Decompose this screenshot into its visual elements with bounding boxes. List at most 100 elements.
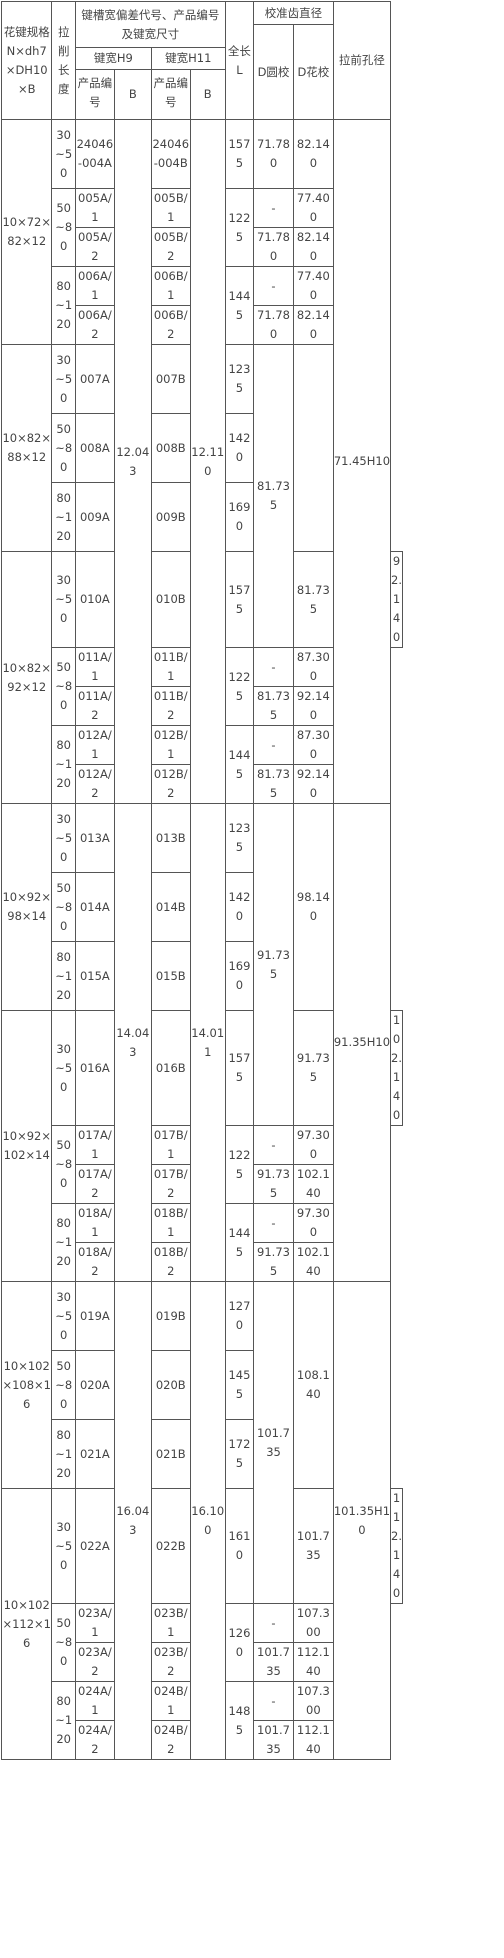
calib-d-round-shared: 91.735 (253, 803, 294, 1126)
table-row: 10×92×102×14 30~50 016A 016B 1575 91.735 102.1… (0, 1010, 403, 1282)
table-row: 50~80 017A/1 017B/1 1225-97.300 (2, 1125, 403, 1204)
calib-d-spline: 77.400 (292, 266, 334, 306)
product-no-h11: 017B/1 (150, 1125, 191, 1165)
calib-d-round: - (253, 1681, 294, 1721)
calib-d-spline: 87.300 (292, 725, 334, 765)
broach-length-range: 80~120 (51, 1681, 76, 1760)
calib-d-round: - (253, 1125, 294, 1165)
total-length: 1235 (224, 803, 255, 873)
product-no-h11: 023B/1 (150, 1603, 191, 1643)
product-no-h11: 013B (150, 803, 191, 873)
product-no-h9: 017A/2 (74, 1164, 115, 1204)
product-no-h9: 023A/1 (74, 1603, 115, 1643)
product-no-h9: 019A (74, 1281, 115, 1351)
product-no-h11: 007B (150, 344, 191, 414)
total-length: 1690 (224, 941, 255, 1011)
broach-length-range: 30~50 (51, 119, 76, 189)
calib-d-round: - (253, 647, 294, 687)
table-row: 50~80 023A/1 023B/1 1260-107.300 (2, 1603, 403, 1682)
product-no-h11: 014B (150, 872, 191, 942)
product-no-h11: 005B/1 (150, 188, 191, 228)
table-row: 012A/2 012B/2 81.735 92.140 (2, 764, 403, 804)
broach-length-range: 50~80 (51, 413, 76, 483)
pre-broach-hole: 91.35H10 (332, 803, 392, 1282)
total-length: 1445 (224, 266, 255, 345)
table-row: 011A/2 011B/2 81.735 92.140 (2, 686, 403, 726)
product-no-h11: 024B/1 (150, 1681, 191, 1721)
calib-d-round-shared: 101.735 (253, 1281, 294, 1604)
total-length: 1610 (224, 1488, 255, 1604)
spline-spec: 10×102×108×16 (0, 1281, 53, 1489)
pre-broach-hole: 71.45H10 (332, 119, 392, 804)
product-no-h11: 020B (150, 1350, 191, 1420)
product-no-h11: 009B (150, 482, 191, 552)
product-no-h9: 24046-004A (74, 119, 115, 189)
spline-spec: 10×72×82×12 (0, 119, 53, 345)
header-d-round: D圆校 (253, 24, 294, 120)
calib-d-round: 81.735 (253, 764, 294, 804)
table-row: 10×72×82×12 30~50 24046-004A 12.043 24046-00… (0, 119, 403, 804)
table-row: 80~120 024A/1 024B/1 1485-107.300 (2, 1681, 403, 1760)
product-no-h11: 018B/2 (150, 1242, 191, 1282)
table-row: 017A/2 017B/2 91.735 102.140 (2, 1164, 403, 1204)
total-length: 1485 (224, 1681, 255, 1760)
total-length: 1575 (224, 551, 255, 648)
product-no-h11: 012B/2 (150, 764, 191, 804)
product-no-h9: 012A/2 (74, 764, 115, 804)
product-no-h9: 016A (74, 1010, 115, 1126)
header-broach-length: 拉削长度 (51, 1, 76, 120)
broach-length-range: 30~50 (51, 1281, 76, 1351)
spline-spec: 10×82×92×12 (0, 551, 53, 804)
product-no-h11: 005B/2 (150, 227, 191, 267)
broach-length-range: 80~120 (51, 725, 76, 804)
spline-spec: 10×92×98×14 (0, 803, 53, 1011)
product-no-h11: 006B/1 (150, 266, 191, 306)
product-no-h11: 017B/2 (150, 1164, 191, 1204)
product-no-h9: 011A/2 (74, 686, 115, 726)
header-row: 花键规格N×dh7×DH10×B 拉削长度 键槽宽偏差代号、产品编号及键宽尺寸 … (0, 1, 403, 120)
calib-d-round: - (253, 1203, 294, 1243)
broach-length-range: 80~120 (51, 482, 76, 552)
total-length: 1455 (224, 1350, 255, 1420)
broach-length-range: 80~120 (51, 941, 76, 1011)
product-no-h9: 023A/2 (74, 1642, 115, 1682)
total-length: 1235 (224, 344, 255, 414)
total-length: 1420 (224, 872, 255, 942)
table-row: 80~120 018A/1 018B/1 1445-97.300 (2, 1203, 403, 1282)
header-calibration-diameter: 校准齿直径 (253, 1, 334, 25)
broach-length-range: 50~80 (51, 188, 76, 267)
calib-d-round-shared: 81.735 (292, 551, 334, 648)
product-no-h11: 012B/1 (150, 725, 191, 765)
broach-length-range: 50~80 (51, 1350, 76, 1420)
calib-d-round: 101.735 (253, 1720, 294, 1760)
table-row: 018A/2 018B/2 91.735 102.140 (2, 1242, 403, 1282)
calib-d-round-shared: 81.735 (253, 344, 294, 648)
spline-spec: 10×102×112×16 (0, 1488, 53, 1760)
calib-d-round-shared: 91.735 (292, 1010, 334, 1126)
calib-d-round-shared: 101.735 (292, 1488, 334, 1604)
table-row: 10×92×98×14 30~50 013A 14.043 013B 14.011 1235… (0, 803, 403, 1282)
product-no-h9: 014A (74, 872, 115, 942)
table-row: 10×102×112×16 30~50 022A 022B 1610 101.735 112… (0, 1488, 403, 1760)
calib-d-spline: 112.140 (292, 1720, 334, 1760)
calib-d-round: 71.780 (253, 119, 294, 189)
calib-d-round: 81.735 (253, 686, 294, 726)
product-no-h9: 015A (74, 941, 115, 1011)
product-no-h9: 018A/1 (74, 1203, 115, 1243)
product-no-h9: 017A/1 (74, 1125, 115, 1165)
product-no-h11: 011B/1 (150, 647, 191, 687)
product-no-h9: 022A (74, 1488, 115, 1604)
broach-length-range: 80~120 (51, 266, 76, 345)
header-b-h11: B (189, 69, 226, 120)
broach-length-range: 50~80 (51, 1125, 76, 1204)
calib-d-spline: 102.140 (292, 1164, 334, 1204)
broach-length-range: 50~80 (51, 1603, 76, 1682)
product-no-h11: 022B (150, 1488, 191, 1604)
product-no-h9: 006A/2 (74, 305, 115, 345)
table-row: 10×102×108×16 30~50 019A 16.043 019B 16.100 12… (0, 1281, 403, 1760)
product-no-h11: 024B/2 (150, 1720, 191, 1760)
total-length: 1270 (224, 1281, 255, 1351)
broach-length-range: 80~120 (51, 1203, 76, 1282)
header-row: 产品编号 B 产品编号 B (2, 69, 403, 120)
product-no-h11: 019B (150, 1281, 191, 1351)
